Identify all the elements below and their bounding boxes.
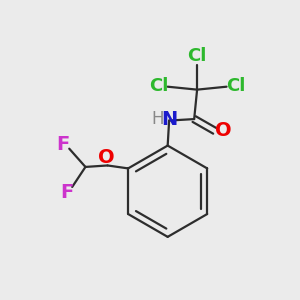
Text: N: N — [162, 110, 178, 129]
Text: O: O — [98, 148, 114, 167]
Text: F: F — [60, 183, 74, 202]
Text: Cl: Cl — [149, 77, 169, 95]
Text: H: H — [152, 110, 164, 128]
Text: O: O — [215, 121, 231, 140]
Text: F: F — [56, 135, 69, 154]
Text: Cl: Cl — [226, 77, 245, 95]
Text: Cl: Cl — [188, 47, 207, 65]
